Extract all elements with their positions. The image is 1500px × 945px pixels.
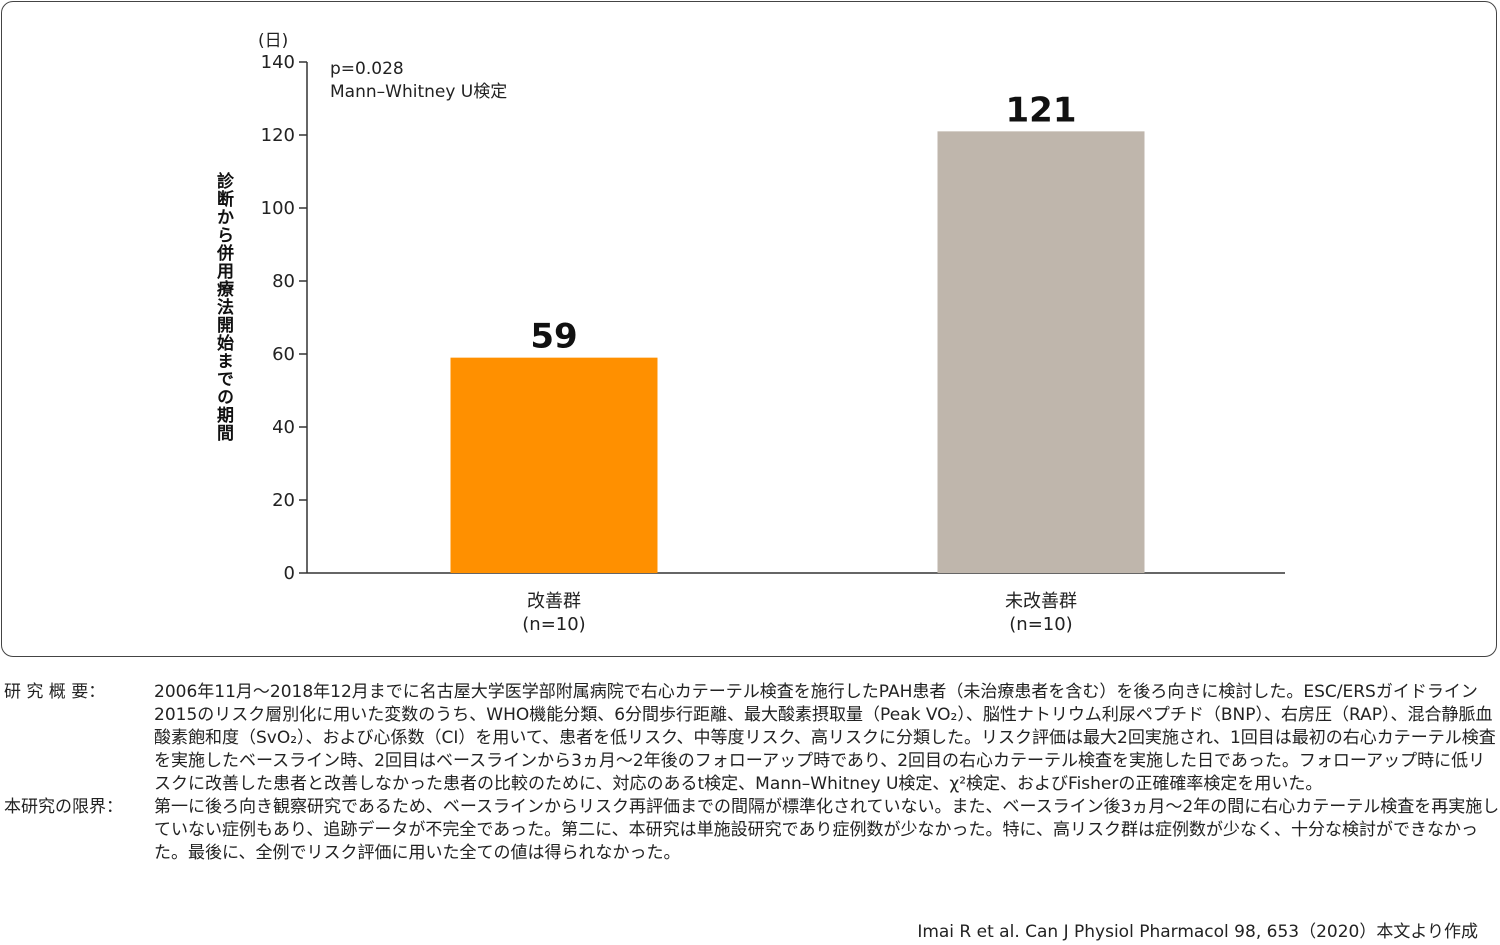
y-tick-label: 80 — [272, 271, 295, 292]
limits-text: 第一に後ろ向き観察研究であるため、ベースラインからリスク再評価までの間隔が標準化… — [154, 797, 1500, 863]
y-axis-label: 診断から併用療法開始までの期間 — [213, 172, 233, 442]
overview-row: 研 究 概 要： 2006年11月〜2018年12月までに名古屋大学医学部附属病… — [4, 681, 1500, 796]
chart-frame — [1, 1, 1497, 657]
y-axis-unit: (日) — [258, 31, 289, 51]
category-sub-label: (n=10) — [1009, 614, 1072, 635]
bar-value-label: 121 — [1006, 90, 1077, 130]
y-tick-label: 140 — [261, 52, 295, 73]
p-value: p=0.028 — [330, 59, 404, 79]
bar-2 — [937, 131, 1145, 573]
study-notes: 研 究 概 要： 2006年11月〜2018年12月までに名古屋大学医学部附属病… — [4, 681, 1500, 865]
bar-value-label: 59 — [530, 317, 577, 357]
y-tick-label: 120 — [261, 125, 295, 146]
limits-row: 本研究の限界： 第一に後ろ向き観察研究であるため、ベースラインからリスク再評価ま… — [4, 796, 1500, 865]
y-tick-label: 100 — [261, 198, 295, 219]
y-tick-label: 40 — [272, 417, 295, 438]
y-tick-label: 0 — [284, 563, 295, 584]
test-name: Mann–Whitney U検定 — [330, 82, 508, 102]
overview-label: 研 究 概 要： — [4, 682, 106, 702]
overview-text: 2006年11月〜2018年12月までに名古屋大学医学部附属病院で右心カテーテル… — [154, 682, 1496, 794]
category-label: 改善群 — [527, 591, 581, 612]
category-label: 未改善群 — [1005, 591, 1077, 612]
citation: Imai R et al. Can J Physiol Pharmacol 98… — [917, 922, 1478, 942]
category-sub-label: (n=10) — [522, 614, 585, 635]
limits-label: 本研究の限界： — [4, 797, 123, 817]
bar-1 — [450, 357, 658, 573]
stats-annotation: p=0.028 Mann–Whitney U検定 — [330, 58, 507, 104]
y-tick-label: 20 — [272, 490, 295, 511]
bar-chart: 02040608010012014059改善群(n=10)121未改善群(n=1… — [261, 52, 1285, 635]
y-tick-label: 60 — [272, 344, 295, 365]
